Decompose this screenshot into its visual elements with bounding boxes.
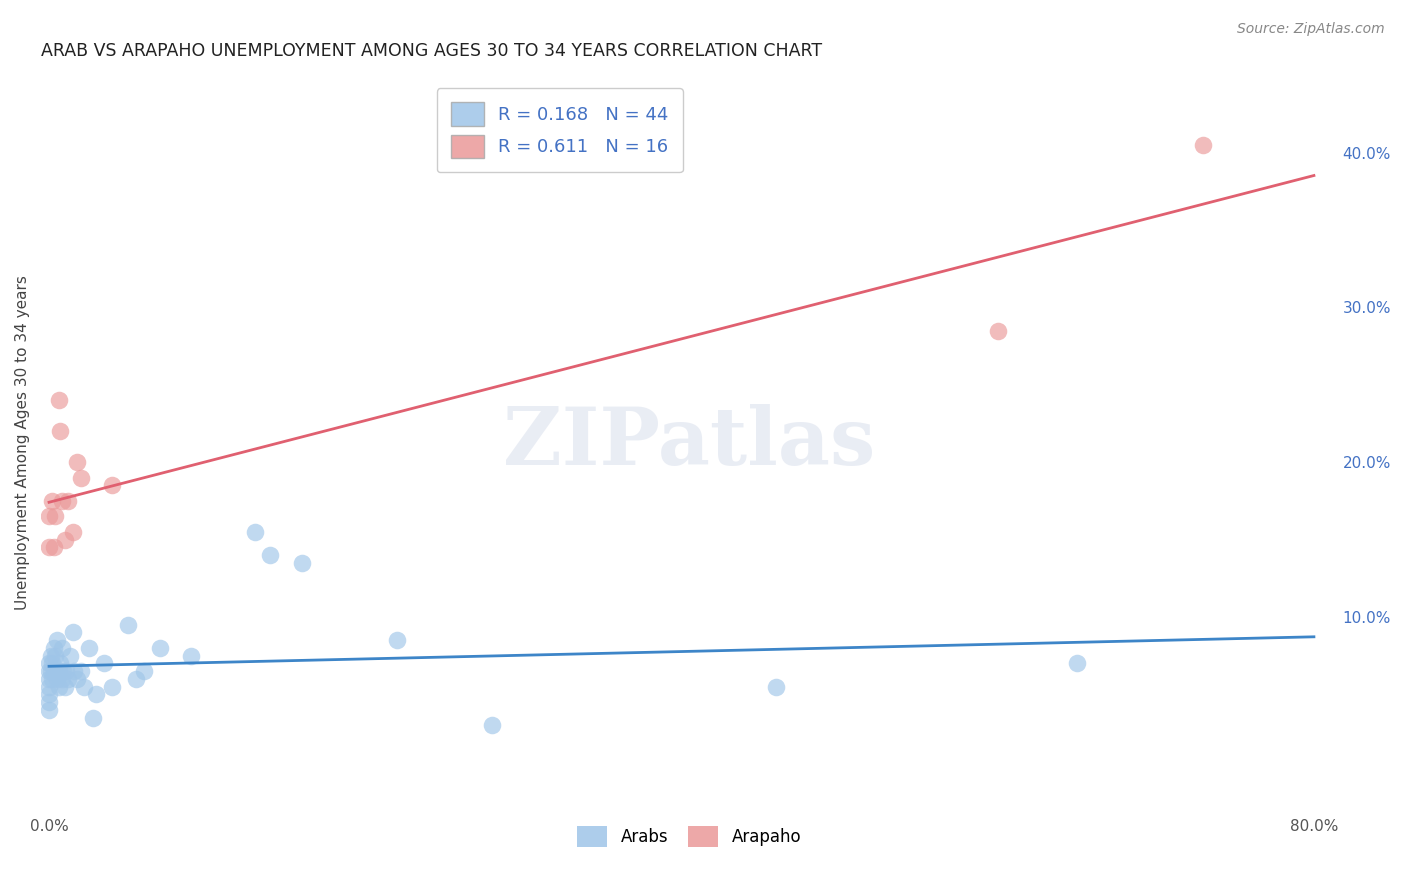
Point	[1066, 657, 1088, 671]
Point	[180, 648, 202, 663]
Point	[49, 657, 72, 671]
Point	[73, 680, 96, 694]
Point	[38, 695, 60, 709]
Point	[93, 657, 115, 671]
Point	[69, 471, 91, 485]
Point	[58, 648, 80, 663]
Point	[56, 494, 79, 508]
Point	[45, 633, 67, 648]
Point	[49, 424, 72, 438]
Point	[69, 664, 91, 678]
Point	[987, 324, 1010, 338]
Point	[101, 680, 124, 694]
Point	[51, 494, 73, 508]
Point	[38, 687, 60, 701]
Point	[132, 664, 155, 678]
Point	[44, 648, 66, 663]
Point	[149, 640, 172, 655]
Text: Source: ZipAtlas.com: Source: ZipAtlas.com	[1237, 22, 1385, 37]
Point	[481, 718, 503, 732]
Point	[82, 711, 104, 725]
Point	[765, 680, 787, 694]
Point	[62, 524, 84, 539]
Point	[51, 672, 73, 686]
Text: ARAB VS ARAPAHO UNEMPLOYMENT AMONG AGES 30 TO 34 YEARS CORRELATION CHART: ARAB VS ARAPAHO UNEMPLOYMENT AMONG AGES …	[41, 42, 823, 60]
Point	[38, 657, 60, 671]
Point	[86, 687, 108, 701]
Point	[41, 672, 63, 686]
Point	[38, 672, 60, 686]
Point	[117, 617, 139, 632]
Point	[243, 524, 266, 539]
Point	[38, 541, 60, 555]
Point	[51, 640, 73, 655]
Point	[259, 548, 281, 562]
Point	[52, 664, 75, 678]
Point	[53, 533, 76, 547]
Point	[385, 633, 408, 648]
Point	[48, 393, 70, 408]
Text: ZIPatlas: ZIPatlas	[503, 404, 876, 482]
Point	[42, 664, 65, 678]
Point	[38, 703, 60, 717]
Point	[41, 657, 63, 671]
Point	[48, 664, 70, 678]
Legend: Arabs, Arapaho: Arabs, Arapaho	[571, 819, 808, 854]
Point	[42, 640, 65, 655]
Point	[291, 556, 314, 570]
Point	[55, 664, 77, 678]
Point	[1192, 137, 1215, 152]
Point	[38, 509, 60, 524]
Y-axis label: Unemployment Among Ages 30 to 34 years: Unemployment Among Ages 30 to 34 years	[15, 276, 30, 610]
Point	[63, 664, 86, 678]
Point	[39, 648, 62, 663]
Point	[66, 455, 89, 469]
Point	[42, 541, 65, 555]
Point	[44, 664, 66, 678]
Point	[38, 664, 60, 678]
Point	[48, 680, 70, 694]
Point	[44, 509, 66, 524]
Point	[38, 680, 60, 694]
Point	[62, 625, 84, 640]
Point	[125, 672, 148, 686]
Point	[66, 672, 89, 686]
Point	[101, 478, 124, 492]
Point	[41, 494, 63, 508]
Point	[56, 672, 79, 686]
Point	[45, 672, 67, 686]
Point	[53, 680, 76, 694]
Point	[77, 640, 100, 655]
Point	[39, 664, 62, 678]
